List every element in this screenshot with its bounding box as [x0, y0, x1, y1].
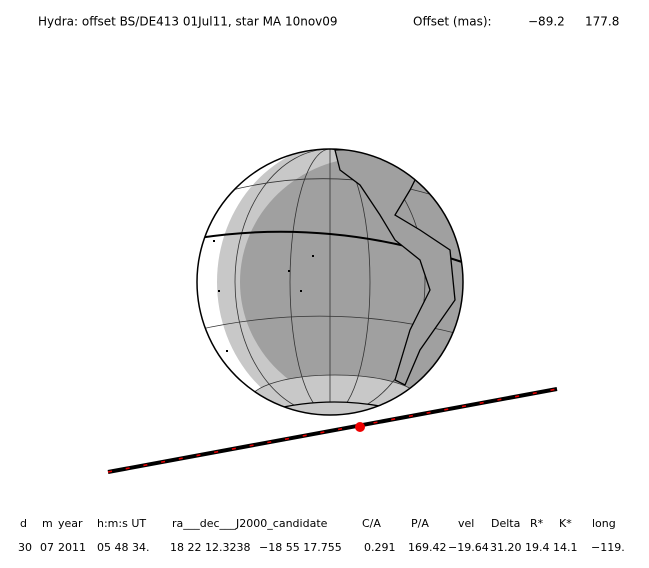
table-cell: 19.4	[525, 541, 550, 554]
table-cell: 31.20	[490, 541, 522, 554]
column-header: d	[20, 517, 27, 530]
table-cell: 05 48 34.	[97, 541, 149, 554]
table-cell: 0.291	[364, 541, 396, 554]
table-cell: 2011	[58, 541, 86, 554]
column-header: R*	[530, 517, 544, 530]
table-cell: −119.	[591, 541, 625, 554]
column-header: long	[592, 517, 616, 530]
table: d m year h:m:s UT ra___dec___J2000_candidate…	[18, 517, 625, 554]
column-header: year	[58, 517, 83, 530]
globe	[196, 148, 464, 416]
table-cell: −19.64	[448, 541, 489, 554]
offset-value: 177.8	[585, 15, 619, 29]
table-cell: −18 55 17.755	[259, 541, 342, 554]
column-header: vel	[458, 517, 474, 530]
table-cell: 07	[40, 541, 54, 554]
track	[107, 387, 558, 474]
column-header: P/A	[411, 517, 429, 530]
column-header: C/A	[362, 517, 381, 530]
offset-label: Offset (mas):	[413, 15, 492, 29]
column-header: h:m:s UT	[97, 517, 146, 530]
table-cell: 30	[18, 541, 32, 554]
column-header: ra___dec___J2000_candidate	[172, 517, 328, 530]
table-cell: 18 22 12.3238	[170, 541, 250, 554]
offset-value: −89.2	[528, 15, 565, 29]
title: Hydra: offset BS/DE413 01Jul11, star MA …	[38, 15, 338, 29]
column-header: m	[42, 517, 53, 530]
table-cell: 169.42	[408, 541, 447, 554]
column-header: K*	[559, 517, 572, 530]
table-cell: 14.1	[553, 541, 578, 554]
column-header: Delta	[491, 517, 520, 530]
